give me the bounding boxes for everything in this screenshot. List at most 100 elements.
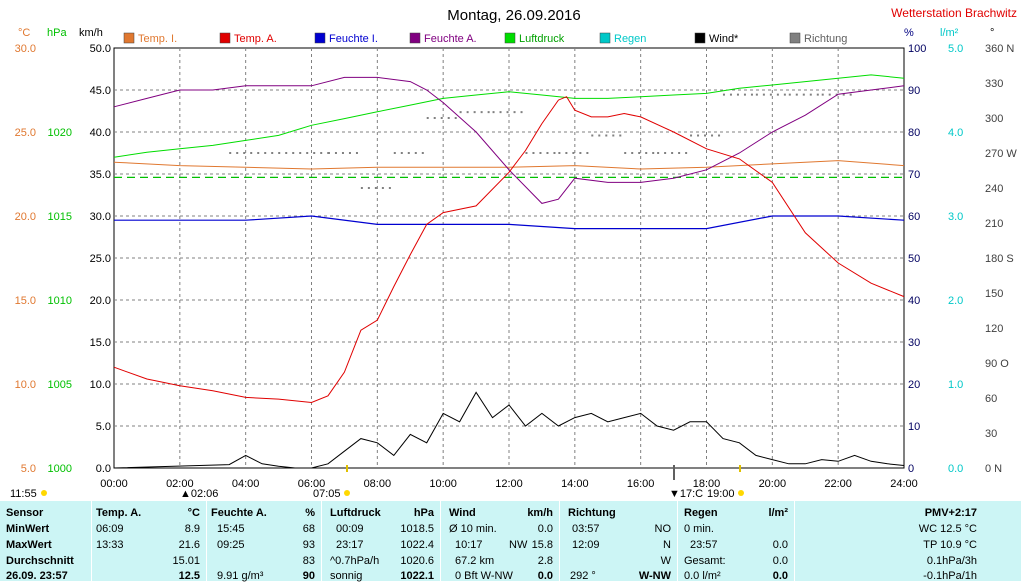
direction-unit-label: °: [990, 27, 994, 39]
richtung-min-time: 03:57: [572, 523, 600, 535]
direction-axis-tick: 90 O: [985, 358, 1009, 370]
temp-axis-tick: 5.0: [21, 463, 36, 475]
luftdruck-max: 1022.4: [400, 539, 434, 551]
wind-bft: 0 Bft W-NW: [455, 570, 513, 582]
rain-axis-tick: 1.0: [948, 379, 963, 391]
richtung-current: W-NW: [638, 570, 671, 582]
rain-axis-tick: 2.0: [948, 295, 963, 307]
x-tick-label: 04:00: [232, 478, 260, 490]
x-tick-label: 16:00: [627, 478, 655, 490]
data-series: [113, 74, 905, 469]
wind-max-dir: NW: [509, 539, 528, 551]
row-label-current: 26.09. 23:57: [6, 570, 68, 582]
series-humidity-outside: [113, 76, 905, 204]
marker-moon-time: ▲02:06: [180, 488, 218, 500]
rain-axis-tick: 3.0: [948, 211, 963, 223]
legend-swatch: [789, 32, 801, 44]
humidity-axis-tick: 70: [908, 169, 920, 181]
direction-axis-tick: 120: [985, 323, 1003, 335]
temp-a-unit: °C: [187, 507, 200, 519]
regen-unit: l/m²: [768, 507, 788, 519]
wind-axis-tick: 10.0: [90, 379, 111, 391]
luftdruck-min-time: 00:09: [336, 523, 364, 535]
wind-distance: 67.2 km: [455, 555, 495, 567]
chart-title: Montag, 26.09.2016: [447, 7, 580, 24]
feuchte-a-current: 90: [302, 570, 315, 582]
richtung-header: Richtung: [568, 507, 616, 519]
humidity-axis-tick: 80: [908, 127, 920, 139]
feuchte-a-max: 93: [302, 539, 315, 551]
wind-axis-tick: 45.0: [90, 85, 111, 97]
regen-header: Regen: [684, 507, 718, 519]
temp-axis-tick: 30.0: [15, 43, 36, 55]
axis-unit-labels: °C hPa km/h% l/m² °: [18, 27, 994, 39]
direction-axis-tick: 270 W: [985, 148, 1017, 160]
series-humidity-inside: [114, 215, 905, 230]
richtung-min: NO: [654, 523, 672, 535]
legend-entry: Feuchte A.: [424, 33, 477, 45]
axes: 00:00 02:00 04:00 06:00 08:00 10:00 12:00 14:00…: [15, 43, 1018, 490]
regen-max: 0.0: [772, 539, 788, 551]
luftdruck-trend: ^0.7hPa/h: [330, 555, 380, 567]
x-tick-label: 08:00: [364, 478, 392, 490]
wind-unit: km/h: [527, 507, 553, 519]
legend-swatch: [694, 32, 706, 44]
legend-swatch: [599, 32, 611, 44]
wind-axis-tick: 20.0: [90, 295, 111, 307]
x-tick-label: 10:00: [429, 478, 457, 490]
legend-entry: Luftdruck: [519, 33, 565, 45]
temp-axis-tick: 20.0: [15, 211, 36, 223]
wind-max: 15.8: [531, 539, 553, 551]
humidity-axis-tick: 10: [908, 421, 920, 433]
rain-axis-tick: 4.0: [948, 127, 963, 139]
temp-a-min-time: 06:09: [96, 523, 124, 535]
wind-max-time: 10:17: [455, 539, 483, 551]
direction-axis-tick: 300: [985, 113, 1003, 125]
wind-avg-label: Ø 10 min.: [449, 523, 497, 535]
sun-dot: [41, 490, 47, 496]
time-markers: 11:55 ▲02:06 07:05 ▼17:C 19:00: [10, 465, 744, 500]
x-tick-label: 02:00: [166, 478, 194, 490]
pressure-axis-tick: 1020: [48, 127, 72, 139]
sunrise-dot: [344, 490, 350, 496]
humidity-axis-tick: 20: [908, 379, 920, 391]
luftdruck-avg: 1020.6: [400, 555, 434, 567]
wind-axis-tick: 30.0: [90, 211, 111, 223]
pmv-dewpoint: TP 10.9 °C: [923, 539, 977, 551]
temp-a-min: 8.9: [184, 523, 200, 535]
marker-moonset-time: ▼17:C: [669, 488, 703, 500]
luftdruck-header: Luftdruck: [330, 507, 381, 519]
wind-current: 0.0: [537, 570, 553, 582]
direction-axis-tick: 330: [985, 78, 1003, 90]
luftdruck-min: 1018.5: [400, 523, 434, 535]
humidity-axis-tick: 0: [908, 463, 914, 475]
pressure-axis-tick: 1015: [48, 211, 72, 223]
direction-axis-tick: 360 N: [985, 43, 1014, 55]
richtung-max: N: [663, 539, 671, 551]
wind-axis-tick: 15.0: [90, 337, 111, 349]
regen-amount: 0.0 l/m²: [684, 570, 721, 582]
row-label-max: MaxWert: [6, 539, 52, 551]
temp-axis-tick: 25.0: [15, 127, 36, 139]
humidity-axis-tick: 90: [908, 85, 920, 97]
direction-axis-tick: 210: [985, 218, 1003, 230]
statistics-table: Sensor MinWert MaxWert Durchschnitt 26.0…: [0, 501, 1021, 582]
pressure-axis-tick: 1010: [48, 295, 72, 307]
direction-axis-tick: 180 S: [985, 253, 1014, 265]
temp-a-header: Temp. A.: [96, 507, 142, 519]
luftdruck-unit: hPa: [413, 507, 434, 519]
direction-axis-tick: 240: [985, 183, 1003, 195]
legend-entry: Regen: [614, 33, 646, 45]
wind-axis-tick: 35.0: [90, 169, 111, 181]
direction-axis-tick: 30: [985, 428, 997, 440]
marker-sunrise-time: 07:05: [313, 488, 341, 500]
feuchte-a-header: Feuchte A.: [211, 507, 267, 519]
table-sensor-header: Sensor: [6, 507, 44, 519]
wind-unit-label: km/h: [79, 27, 103, 39]
temp-a-max: 21.6: [178, 539, 200, 551]
wind-axis-tick: 50.0: [90, 43, 111, 55]
legend-entry: Richtung: [804, 33, 847, 45]
temp-a-current: 12.5: [178, 570, 200, 582]
regen-max-time: 23:57: [690, 539, 718, 551]
luftdruck-current: 1022.1: [400, 570, 434, 582]
